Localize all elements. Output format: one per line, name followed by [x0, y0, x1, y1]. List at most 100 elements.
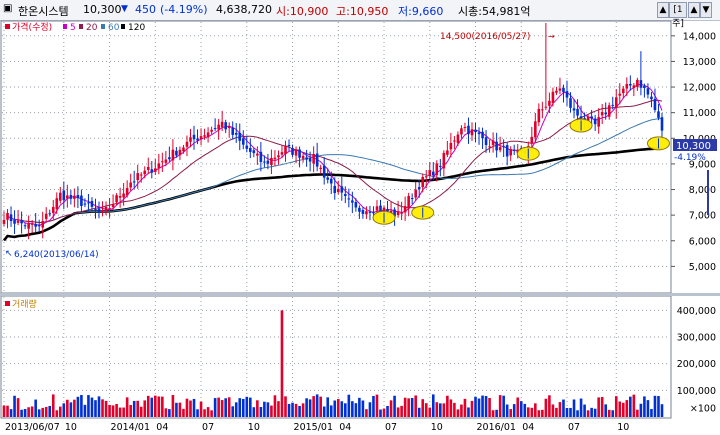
candle-body: [410, 198, 414, 200]
candle-body: [555, 90, 558, 93]
volume-bar: [76, 396, 80, 417]
volume-bar: [44, 406, 48, 417]
volume-bar: [593, 408, 597, 417]
scroll-up-button[interactable]: ▲: [688, 2, 700, 18]
volume-bar: [396, 407, 400, 417]
volume-bar: [16, 398, 20, 417]
volume-bars: [2, 310, 664, 417]
volume-bar: [206, 407, 210, 417]
candle-body: [463, 126, 467, 128]
volume-bar: [417, 407, 421, 417]
candle-body: [13, 219, 16, 224]
candle-body: [273, 157, 277, 160]
volume-bar: [477, 398, 481, 417]
candle-body: [650, 96, 653, 100]
volume-bar: [125, 397, 129, 417]
legend-ma5-swatch: [63, 24, 67, 29]
volume-bar: [171, 395, 175, 417]
market-cap: 시총:54,981억: [458, 5, 531, 18]
candle-body: [365, 211, 368, 215]
candle-body: [16, 220, 20, 223]
volume-bar: [13, 395, 16, 417]
volume-bar: [393, 395, 396, 417]
candle-body: [284, 145, 287, 155]
volume-bar: [562, 399, 565, 417]
candle-body: [453, 140, 456, 142]
candle-body: [287, 144, 291, 147]
volume-bar: [481, 395, 484, 417]
volume-bar: [572, 399, 576, 417]
price-tick-label: 5,000: [689, 262, 716, 273]
candle-body: [431, 171, 435, 176]
volume-bar: [484, 396, 488, 417]
volume-bar: [277, 401, 280, 417]
volume-bar: [407, 398, 410, 417]
volume-bar: [629, 396, 632, 417]
volume-bar: [541, 409, 544, 417]
candle-body: [396, 211, 400, 216]
candle-body: [326, 177, 330, 180]
volume-bar: [372, 395, 375, 417]
chart-menu-icon[interactable]: ▣: [3, 3, 13, 14]
volume-bar: [164, 408, 168, 417]
candle-body: [474, 129, 477, 133]
candle-body: [238, 132, 242, 141]
volume-bar: [382, 408, 386, 417]
candle-body: [586, 116, 590, 121]
volume-bar: [315, 394, 319, 417]
candle-body: [660, 117, 664, 131]
scroll-down-button[interactable]: ▼: [700, 2, 712, 18]
volume-bar: [428, 407, 432, 417]
volume-bar: [361, 400, 365, 417]
candle-body: [256, 153, 259, 156]
candle-body: [157, 163, 161, 169]
legend-price-swatch: [5, 24, 10, 29]
candle-body: [379, 205, 382, 212]
legend-ma20: 20: [86, 23, 98, 33]
volume-bar: [94, 400, 97, 417]
candle-body: [58, 192, 62, 201]
current-change-tag: -4.19%: [674, 153, 706, 163]
volume-bar: [154, 395, 157, 417]
volume-bar: [189, 400, 192, 417]
candle-body: [488, 146, 491, 148]
candle-body: [541, 109, 544, 111]
volume-bar: [618, 401, 622, 417]
candle-body: [657, 111, 660, 118]
candle-body: [590, 116, 593, 119]
volume-bar: [653, 395, 657, 417]
volume-bar: [34, 399, 37, 417]
volume-tick-label: 100,000: [677, 386, 716, 397]
candle-body: [565, 91, 569, 98]
change-percent: (-4.19%): [160, 3, 208, 16]
candle-body: [632, 85, 636, 89]
volume-bar: [132, 400, 136, 417]
volume-bar: [273, 395, 277, 417]
candle-body: [178, 149, 182, 156]
volume-bar: [287, 403, 291, 417]
candle-body: [122, 193, 125, 198]
candle-body: [55, 198, 59, 210]
volume-bar: [636, 409, 639, 417]
candle-body: [354, 202, 358, 208]
candle-body: [333, 185, 337, 194]
volume-bar: [252, 407, 256, 417]
volume-bar: [224, 398, 227, 417]
move-up-button[interactable]: ▲: [657, 2, 669, 18]
volume-panel: [0, 295, 672, 419]
legend-ma60-swatch: [101, 24, 105, 29]
time-tick-label: 2016/01: [477, 422, 516, 433]
candle-body: [213, 128, 217, 130]
candle-body: [294, 149, 298, 156]
volume-bar: [58, 406, 62, 417]
volume-bar: [379, 409, 382, 417]
period-button[interactable]: [1주]: [669, 2, 687, 29]
time-tick-label: 2015/01: [294, 422, 333, 433]
candle-body: [597, 117, 600, 127]
candle-body: [270, 157, 273, 166]
volume-bar: [199, 401, 203, 417]
volume-bar: [97, 396, 101, 417]
time-tick-label: 07: [385, 422, 397, 433]
candle-body: [368, 211, 372, 213]
volume-bar: [9, 409, 13, 417]
